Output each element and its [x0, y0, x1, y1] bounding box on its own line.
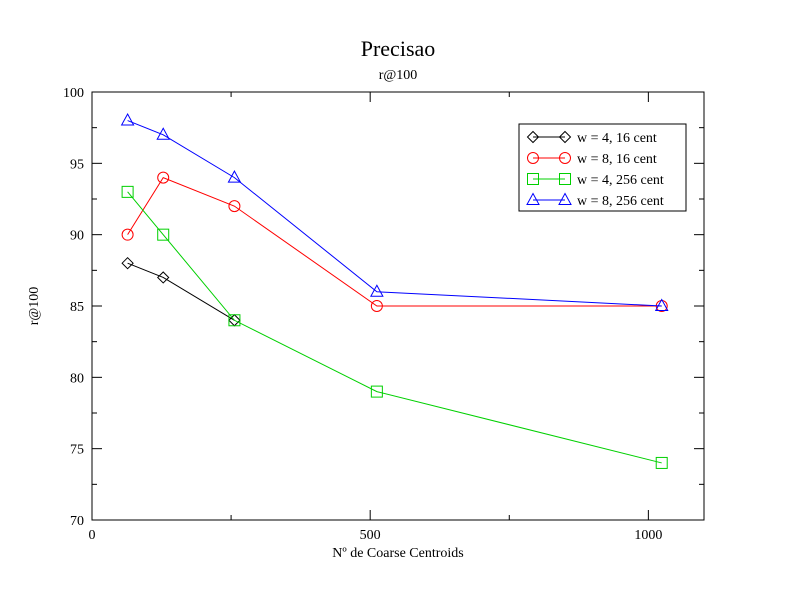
series-3 [121, 185, 668, 469]
data-point [370, 385, 383, 398]
legend-marker [526, 192, 540, 205]
data-point [227, 170, 242, 183]
series-line [127, 176, 662, 307]
data-point [121, 185, 134, 198]
data-point [370, 300, 383, 312]
data-point [655, 456, 668, 469]
legend-marker [559, 152, 571, 164]
data-point [120, 112, 135, 126]
legend-item: w = 8, 16 cent [527, 152, 657, 167]
series-line [127, 120, 662, 307]
legend-item: w = 4, 256 cent [527, 173, 664, 188]
data-point [228, 314, 241, 327]
legend-box [518, 123, 687, 212]
legend-marker [559, 173, 571, 185]
legend-marker [527, 173, 539, 185]
data-point [157, 171, 170, 184]
legend-label: w = 4, 256 cent [577, 173, 664, 188]
y-tick-label: 95 [70, 157, 84, 172]
series-line [127, 191, 662, 464]
legend-marker [526, 130, 540, 144]
y-tick-label: 85 [70, 300, 84, 315]
legend-marker [527, 152, 539, 164]
data-point [370, 284, 384, 297]
y-tick-label: 75 [70, 443, 84, 458]
legend-label: w = 8, 256 cent [577, 194, 664, 209]
y-axis-label: r@100 [27, 287, 42, 326]
y-tick-label: 90 [70, 229, 84, 244]
data-point [157, 228, 170, 241]
legend-label: w = 8, 16 cent [577, 152, 657, 167]
series-1 [121, 256, 241, 327]
data-point [121, 228, 134, 241]
data-point [156, 127, 171, 140]
chart-title: Precisao [361, 36, 436, 61]
y-tick-label: 70 [70, 514, 84, 529]
x-axis-label: Nº de Coarse Centroids [332, 546, 463, 561]
legend-item: w = 8, 256 cent [526, 192, 664, 209]
data-point [654, 298, 669, 311]
series-4 [120, 112, 669, 311]
y-tick-label: 80 [70, 371, 84, 386]
data-point [228, 200, 241, 213]
data-point [157, 271, 170, 284]
legend-marker [558, 130, 572, 144]
legend-item: w = 4, 16 cent [526, 130, 657, 146]
data-point [121, 256, 134, 270]
chart-subtitle: r@100 [379, 68, 418, 83]
series-line [127, 262, 235, 321]
x-tick-label: 0 [89, 528, 96, 543]
x-tick-label: 1000 [634, 528, 662, 543]
x-tick-label: 500 [360, 528, 381, 543]
legend: w = 4, 16 cent w = 8, 16 cent w = 4, 256 c… [518, 123, 687, 212]
legend-label: w = 4, 16 cent [577, 131, 657, 146]
y-tick-label: 100 [63, 86, 84, 101]
legend-marker [558, 192, 572, 205]
